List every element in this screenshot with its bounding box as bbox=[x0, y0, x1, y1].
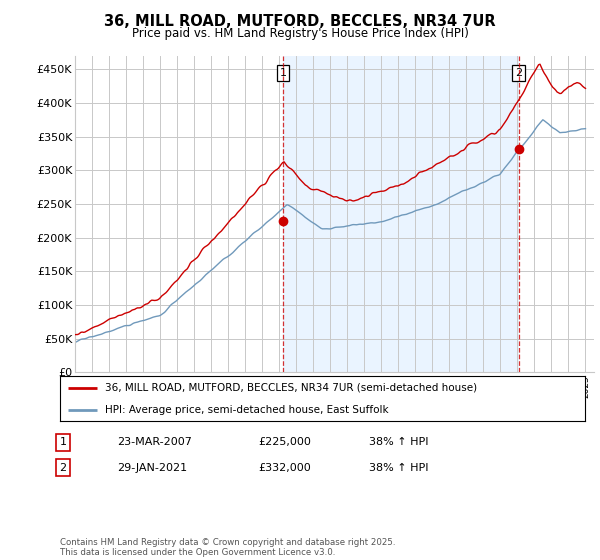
Text: £332,000: £332,000 bbox=[258, 463, 311, 473]
Text: 36, MILL ROAD, MUTFORD, BECCLES, NR34 7UR (semi-detached house): 36, MILL ROAD, MUTFORD, BECCLES, NR34 7U… bbox=[104, 383, 477, 393]
Text: Price paid vs. HM Land Registry's House Price Index (HPI): Price paid vs. HM Land Registry's House … bbox=[131, 27, 469, 40]
Text: 36, MILL ROAD, MUTFORD, BECCLES, NR34 7UR: 36, MILL ROAD, MUTFORD, BECCLES, NR34 7U… bbox=[104, 14, 496, 29]
Text: £225,000: £225,000 bbox=[258, 437, 311, 447]
Text: 29-JAN-2021: 29-JAN-2021 bbox=[117, 463, 187, 473]
Text: 2: 2 bbox=[515, 68, 523, 78]
Text: 38% ↑ HPI: 38% ↑ HPI bbox=[369, 463, 428, 473]
Text: HPI: Average price, semi-detached house, East Suffolk: HPI: Average price, semi-detached house,… bbox=[104, 405, 388, 416]
Text: 2: 2 bbox=[59, 463, 67, 473]
Text: 23-MAR-2007: 23-MAR-2007 bbox=[117, 437, 192, 447]
Text: 1: 1 bbox=[59, 437, 67, 447]
Text: 1: 1 bbox=[280, 68, 286, 78]
Text: Contains HM Land Registry data © Crown copyright and database right 2025.
This d: Contains HM Land Registry data © Crown c… bbox=[60, 538, 395, 557]
Text: 38% ↑ HPI: 38% ↑ HPI bbox=[369, 437, 428, 447]
Bar bbox=[283, 56, 519, 372]
